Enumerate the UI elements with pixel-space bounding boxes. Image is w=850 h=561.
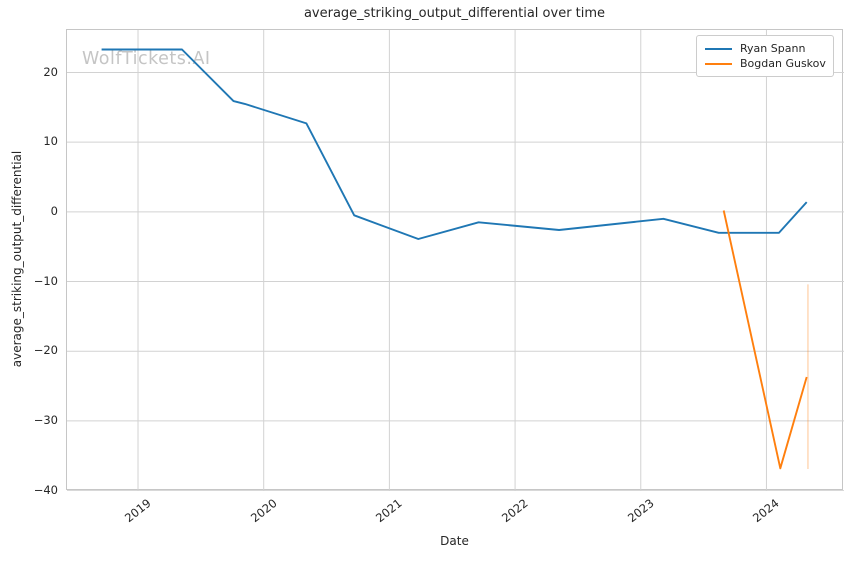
legend-line-swatch <box>705 62 732 65</box>
y-tick-label: −30 <box>33 412 58 427</box>
x-tick-label: 2024 <box>750 496 783 526</box>
series-line-ryan-spann <box>101 48 808 240</box>
legend: Ryan Spann Bogdan Guskov <box>696 35 834 77</box>
y-tick-label: −10 <box>33 273 58 288</box>
y-tick-label: −20 <box>33 343 58 358</box>
legend-label: Ryan Spann <box>740 42 806 55</box>
x-axis-label: Date <box>440 534 469 548</box>
x-tick-label: 2022 <box>498 496 531 526</box>
x-tick-label: 2021 <box>373 496 405 526</box>
y-tick-label: 10 <box>43 134 58 149</box>
y-tick-label: 0 <box>50 203 58 218</box>
series-line-bogdan-guskov <box>722 210 808 470</box>
watermark: WolfTickets.AI <box>82 49 211 69</box>
y-tick-label: −40 <box>33 482 58 497</box>
y-axis-label: average_striking_output_differential <box>10 150 24 368</box>
x-tick-label: 2023 <box>624 496 657 526</box>
chart-title: average_striking_output_differential ove… <box>303 6 606 21</box>
x-tick-label: 2020 <box>247 496 280 526</box>
legend-label: Bogdan Guskov <box>740 57 826 70</box>
chart-canvas <box>67 30 844 491</box>
legend-item-ryan-spann: Ryan Spann <box>705 41 825 56</box>
legend-line-swatch <box>705 47 732 50</box>
y-tick-label: 20 <box>43 64 58 79</box>
plot-area: WolfTickets.AI <box>66 29 844 491</box>
legend-item-bogdan-guskov: Bogdan Guskov <box>705 56 826 71</box>
x-tick-label: 2019 <box>121 496 154 526</box>
